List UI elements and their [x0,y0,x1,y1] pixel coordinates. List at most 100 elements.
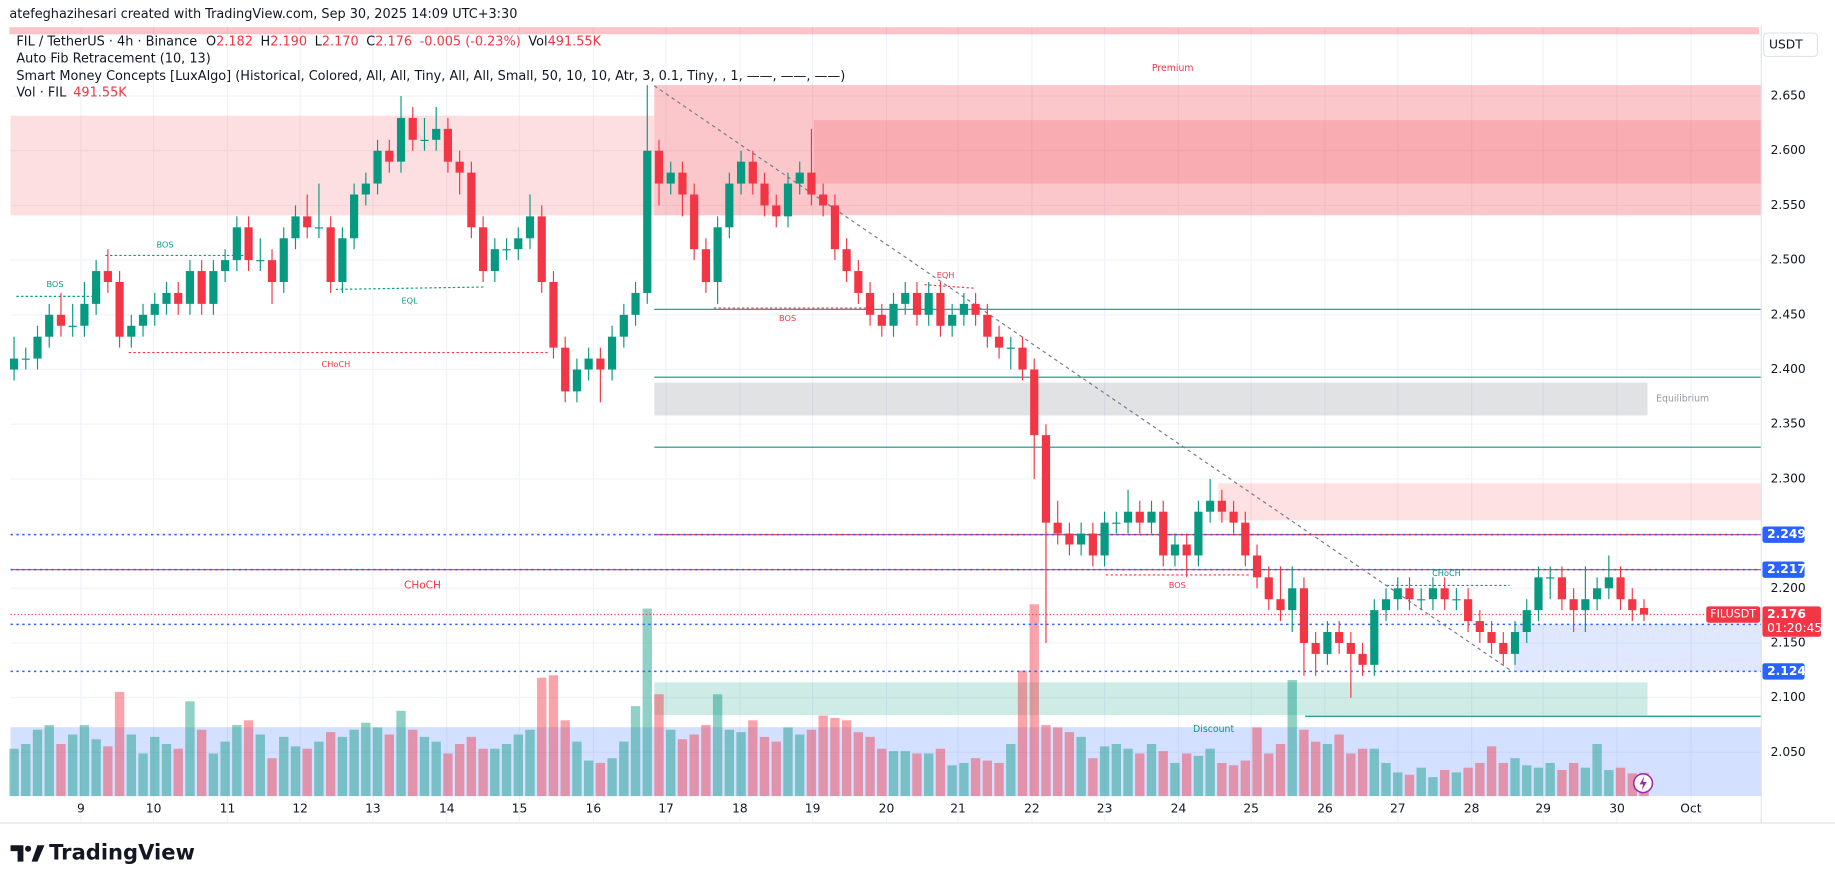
y-tick-label: 2.050 [1771,745,1806,759]
candle-body [1593,588,1602,600]
candle-body [1206,500,1215,512]
y-tick-label: 2.300 [1771,471,1806,485]
candle-body [467,172,476,228]
price-tag [1762,561,1805,578]
candle-body [748,161,757,184]
volume-bar [114,691,125,797]
candle-body [1077,533,1086,545]
candle-body [654,150,664,184]
x-tick-label: 30 [1609,801,1625,815]
candle-body [643,150,652,293]
candle-body [244,227,253,261]
candle-body [678,172,687,195]
volume-bar [1334,734,1344,797]
candle-body [854,271,863,293]
candle-body [138,314,148,326]
volume-bar [56,743,66,797]
volume-bar [1522,765,1532,797]
volume-bar [1615,767,1626,797]
volume-bar [279,736,289,797]
volume-bar [970,758,981,797]
candle-body [1264,577,1273,600]
volume-bar [1076,736,1086,797]
candle-body [1452,599,1461,601]
candle-body [80,303,89,326]
candle-body [877,314,886,326]
volume-bar [1111,743,1122,797]
volume-bar [501,743,512,797]
volume-bar [1346,753,1356,797]
candle-body [819,194,828,206]
x-tick-label: 29 [1535,801,1551,815]
candle-body [807,172,816,195]
volume-bar [701,725,711,797]
indicator-vol[interactable]: Vol · FIL 491.55K [16,85,127,100]
indicator-fib[interactable]: Auto Fib Retracement (10, 13) [16,51,210,66]
l-label: L [315,34,323,49]
volume-bar [877,748,887,797]
o-label: O [206,34,216,49]
structure-label: BOS [46,279,63,289]
volume-bar [677,739,688,797]
candle-body [1358,653,1367,665]
volume-bar [208,753,219,797]
candle-body [326,227,335,283]
x-tick-label: 21 [950,801,966,815]
volume-bar [196,729,207,797]
x-tick-label: 23 [1097,801,1113,815]
candle-body [279,238,288,283]
candle-body [1018,347,1027,370]
candle-body [690,194,699,250]
currency-box[interactable] [1763,32,1819,58]
x-tick-label: 13 [365,801,381,815]
volume-bar [1158,751,1168,797]
symbol-tag-label: FILUSDT [1710,608,1756,621]
volume-bar [454,743,465,797]
volume-bar [1416,767,1426,797]
candle-body [56,314,66,326]
candle-body [1323,632,1332,654]
volume-bar [1006,743,1016,797]
candle-body [525,216,535,239]
candle-body [1006,347,1015,349]
candle-body [45,314,54,337]
volume-bar [1146,743,1157,797]
candle-body [1475,621,1484,633]
volume-bar [466,736,477,797]
volume-bar [161,743,172,797]
y-tick-label: 2.450 [1771,307,1806,321]
logo-shape [31,845,45,862]
volume-bar [478,748,488,797]
candle-body [1135,511,1144,523]
candle-body [924,292,933,315]
candle-body [1276,599,1285,611]
candle-body [830,205,839,250]
candle-body [901,292,910,304]
logo-shape [10,845,24,862]
candle-body [209,271,218,304]
candle-body [455,161,464,173]
candle-body [1581,599,1590,611]
volume-bar [1217,762,1227,797]
volume-bar [1017,670,1028,797]
candle-body [185,271,195,304]
volume-bar [150,736,160,797]
candle-body [92,271,101,304]
eqh-line [924,284,974,289]
legend-symbol: FIL / TetherUS · 4h · Binance O2.182 H2.… [16,34,601,49]
volume-bar [1510,758,1520,797]
candle-body [1604,577,1613,589]
volume-bar [220,741,230,797]
structure-lines [16,254,1510,587]
volume-bar [419,736,430,797]
volume-bar [1123,748,1133,797]
eql-line [335,286,484,290]
volume-bar [349,729,359,797]
candle-body [514,238,523,250]
volume-bar [1486,746,1497,797]
candle-body [584,358,593,370]
last-price-tag [1762,606,1821,637]
candle-body [338,238,347,283]
currency: USDT [1769,37,1803,51]
indicator-smc[interactable]: Smart Money Concepts [LuxAlgo] (Historic… [16,69,845,84]
